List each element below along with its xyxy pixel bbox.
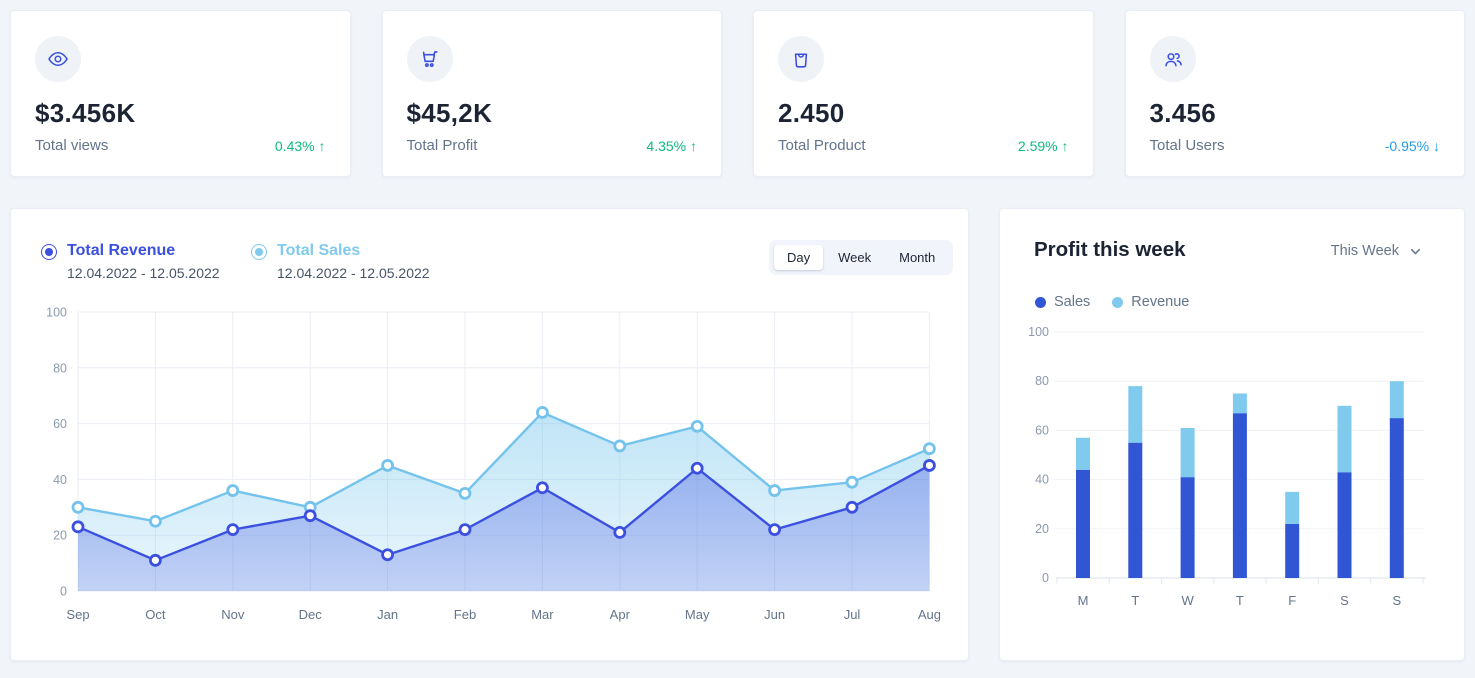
svg-text:Jul: Jul — [844, 607, 861, 622]
profit-week-bar-chart: 0 20 40 60 80 100 M T W T F S S — [1028, 325, 1426, 608]
svg-text:0: 0 — [60, 585, 67, 599]
stat-delta: 4.35% ↑ — [646, 138, 697, 154]
svg-text:80: 80 — [1035, 374, 1049, 388]
toggle-week-button[interactable]: Week — [825, 245, 884, 270]
svg-text:Jun: Jun — [764, 607, 785, 622]
svg-text:60: 60 — [1035, 423, 1049, 437]
shopping-bag-icon — [778, 36, 824, 82]
legend-title: Total Revenue — [67, 242, 176, 259]
legend-label: Revenue — [1131, 294, 1190, 310]
legend-dot-revenue — [1112, 296, 1124, 308]
chevron-down-icon — [1411, 248, 1420, 254]
svg-text:Sep: Sep — [66, 607, 89, 622]
legend-dot-sales — [1035, 296, 1046, 308]
radio-icon[interactable] — [41, 244, 57, 260]
radio-icon[interactable] — [251, 244, 267, 260]
stat-card-total-users: 3.456 Total Users -0.95% ↓ — [1124, 10, 1465, 177]
legend-item-sales[interactable]: Sales — [1035, 294, 1090, 310]
stat-label: Total Product — [778, 137, 866, 154]
stat-value: 3.456 — [1149, 98, 1217, 128]
svg-text:Oct: Oct — [145, 607, 166, 622]
svg-text:20: 20 — [1035, 522, 1049, 536]
svg-text:0: 0 — [1042, 571, 1049, 585]
shopping-cart-icon — [406, 36, 453, 82]
legend-title: Total Sales — [277, 242, 361, 259]
legend-label: Sales — [1054, 294, 1091, 310]
stat-value: 2.450 — [778, 98, 845, 128]
revenue-sales-panel: Total Revenue 12.04.2022 - 12.05.2022 To… — [10, 208, 969, 661]
users-icon — [1149, 36, 1196, 82]
svg-text:May: May — [685, 607, 710, 622]
stat-value: $3.456K — [35, 98, 136, 128]
stat-label: Total Users — [1149, 137, 1225, 154]
svg-text:20: 20 — [53, 529, 67, 543]
stat-delta: -0.95% ↓ — [1384, 138, 1440, 154]
stat-value: $45,2K — [406, 98, 493, 128]
period-select-value: This Week — [1330, 243, 1399, 259]
svg-text:Apr: Apr — [610, 607, 631, 622]
legend-total-revenue[interactable]: Total Revenue 12.04.2022 - 12.05.2022 — [41, 242, 220, 281]
svg-text:Jan: Jan — [377, 607, 398, 622]
stat-label: Total Profit — [406, 137, 478, 154]
svg-text:T: T — [1236, 593, 1244, 608]
svg-text:T: T — [1131, 593, 1139, 608]
panel-title: Profit this week — [1034, 238, 1186, 261]
stat-card-total-views: $3.456K Total views 0.43% ↑ — [10, 10, 351, 177]
legend-total-sales[interactable]: Total Sales 12.04.2022 - 12.05.2022 — [251, 242, 430, 281]
svg-text:S: S — [1340, 593, 1349, 608]
toggle-month-button[interactable]: Month — [886, 245, 948, 270]
svg-text:S: S — [1392, 593, 1401, 608]
stat-cards-row: $3.456K Total views 0.43% ↑ $45,2K Total… — [10, 10, 1465, 177]
svg-text:M: M — [1078, 593, 1089, 608]
svg-text:40: 40 — [53, 473, 67, 487]
svg-text:100: 100 — [46, 306, 67, 320]
svg-text:Nov: Nov — [221, 607, 245, 622]
bar-chart-legend: Sales Revenue — [1035, 294, 1189, 310]
svg-text:Mar: Mar — [531, 607, 554, 622]
stat-card-total-product: 2.450 Total Product 2.59% ↑ — [753, 10, 1094, 177]
svg-text:60: 60 — [53, 417, 67, 431]
svg-text:40: 40 — [1035, 473, 1049, 487]
svg-text:F: F — [1288, 593, 1296, 608]
legend-item-revenue[interactable]: Revenue — [1112, 294, 1189, 310]
svg-text:100: 100 — [1028, 325, 1049, 339]
eye-icon — [35, 36, 81, 82]
stat-delta: 2.59% ↑ — [1017, 138, 1069, 154]
legend-date-range: 12.04.2022 - 12.05.2022 — [67, 265, 220, 281]
svg-text:80: 80 — [53, 361, 67, 375]
stat-delta: 0.43% ↑ — [274, 138, 326, 154]
stat-label: Total views — [35, 137, 109, 154]
revenue-sales-area-chart: 0 20 40 60 80 100 Sep Oct Nov Dec Jan Feb Mar Apr May J… — [46, 306, 941, 623]
profit-week-panel: Profit this week This Week Sales Revenue… — [999, 208, 1465, 661]
legend-date-range: 12.04.2022 - 12.05.2022 — [277, 265, 430, 281]
svg-text:Dec: Dec — [299, 607, 323, 622]
period-select[interactable]: This Week — [1331, 243, 1423, 259]
svg-text:W: W — [1181, 593, 1194, 608]
svg-text:Feb: Feb — [454, 607, 476, 622]
svg-text:Aug: Aug — [918, 607, 941, 622]
range-toggle-group: Day Week Month — [769, 240, 954, 275]
stat-card-total-profit: $45,2K Total Profit 4.35% ↑ — [381, 10, 722, 177]
toggle-day-button[interactable]: Day — [774, 245, 824, 270]
